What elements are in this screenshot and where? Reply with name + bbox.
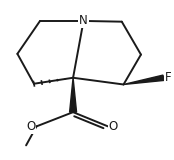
Text: O: O [26,120,36,133]
Text: F: F [165,71,172,84]
Text: N: N [79,14,88,27]
Text: O: O [109,120,118,133]
Polygon shape [124,75,164,84]
Polygon shape [70,78,77,112]
